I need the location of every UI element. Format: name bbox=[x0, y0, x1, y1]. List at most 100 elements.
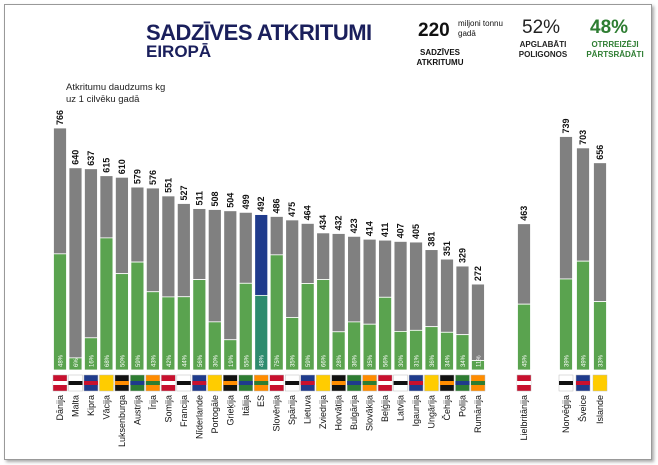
bar-recycled bbox=[331, 331, 346, 371]
bar-recycled bbox=[176, 296, 191, 371]
bar-landfill bbox=[130, 186, 145, 263]
category-label: Beļģija bbox=[380, 395, 390, 422]
value-label: 527 bbox=[179, 185, 189, 200]
value-label: 637 bbox=[86, 151, 96, 166]
flag-icon bbox=[362, 374, 377, 392]
bar-group: 766 48% Dānija bbox=[52, 110, 68, 421]
percent-label: 30% bbox=[213, 354, 219, 367]
value-label: 504 bbox=[225, 193, 235, 208]
category-label: Bulgārija bbox=[349, 395, 359, 430]
flag-icon bbox=[470, 374, 486, 392]
bar-group: 492 48% ES bbox=[253, 197, 269, 407]
flag-icon bbox=[253, 374, 269, 392]
bar-landfill bbox=[316, 232, 331, 280]
label-line1: APGLABĀTI bbox=[519, 40, 567, 49]
value-label: 411 bbox=[380, 223, 390, 238]
label-line1: SADZĪVES bbox=[419, 48, 460, 57]
percent-label: 43% bbox=[151, 354, 157, 367]
percent-label: 39% bbox=[565, 354, 571, 367]
bar-recycled bbox=[68, 357, 83, 371]
category-label: Luksenburga bbox=[117, 395, 127, 447]
flag-icon bbox=[455, 374, 470, 392]
stat-recycled-value: 48% bbox=[590, 17, 629, 38]
title: SADZĪVES ATKRITUMI bbox=[146, 20, 372, 45]
bar-group: 405 31% Igaunija bbox=[408, 224, 424, 427]
bar-landfill bbox=[68, 167, 83, 359]
subtitle: EIROPĀ bbox=[146, 42, 212, 61]
bar-group: 464 59% Lietuva bbox=[300, 205, 315, 424]
bar-group: 407 30% Latvija bbox=[393, 223, 408, 421]
bar-group: 414 35% Slovākija bbox=[362, 221, 377, 431]
percent-label: 68% bbox=[105, 354, 111, 367]
bar-landfill bbox=[238, 211, 253, 284]
category-label: Francija bbox=[179, 395, 189, 427]
bar-landfill bbox=[455, 265, 470, 336]
bar-group: 272 11% Rumānija bbox=[470, 266, 486, 433]
percent-label: 30% bbox=[399, 354, 405, 367]
bar-landfill bbox=[517, 223, 531, 305]
category-label: Igaunija bbox=[411, 395, 421, 427]
stat-total-unit: miljoni tonnu gadā bbox=[458, 19, 503, 39]
value-label: 499 bbox=[241, 194, 251, 209]
stat-landfill-value: 52% bbox=[522, 17, 561, 38]
category-label: Malta bbox=[70, 395, 80, 417]
value-label: 703 bbox=[578, 130, 588, 145]
flag-icon bbox=[377, 374, 393, 392]
percent-label: 6% bbox=[74, 358, 80, 367]
percent-label: 49% bbox=[582, 354, 588, 367]
bar-recycled bbox=[440, 331, 454, 371]
flag-icon bbox=[161, 374, 176, 392]
bar-group: 432 28% Horvātija bbox=[331, 215, 346, 431]
value-label: 492 bbox=[256, 197, 266, 212]
value-label: 610 bbox=[117, 159, 127, 174]
category-label: ES bbox=[256, 395, 266, 407]
flag-icon bbox=[68, 374, 83, 392]
flag-icon bbox=[558, 374, 574, 392]
value-label: 272 bbox=[473, 266, 483, 281]
bar-landfill bbox=[192, 208, 207, 280]
flag-icon bbox=[300, 374, 315, 392]
percent-label: 44% bbox=[182, 354, 188, 367]
value-label: 414 bbox=[365, 221, 375, 236]
percent-label: 33% bbox=[599, 354, 605, 367]
bar-landfill bbox=[254, 214, 269, 296]
bar-group: 637 16% Kipra bbox=[83, 151, 99, 416]
category-label: Latvija bbox=[396, 395, 406, 421]
percent-label: 56% bbox=[198, 354, 204, 367]
label-line1: OTRREIZĒJI bbox=[591, 40, 639, 49]
bar-landfill bbox=[207, 209, 222, 323]
bar-group: 329 34% Polija bbox=[455, 248, 470, 417]
unit-line2: gadā bbox=[458, 29, 476, 38]
value-label: 576 bbox=[148, 170, 158, 185]
stat-total-value: 220 bbox=[418, 20, 450, 41]
bar-recycled bbox=[455, 334, 470, 371]
category-label: Ungārija bbox=[427, 395, 437, 429]
stat-landfill-label: APGLABĀTI POLIGONOS bbox=[508, 40, 578, 60]
bar-recycled bbox=[347, 321, 362, 371]
category-label: Šveice bbox=[578, 395, 588, 422]
bar-recycled bbox=[409, 329, 423, 371]
value-label: 475 bbox=[287, 202, 297, 217]
percent-label: 50% bbox=[120, 354, 126, 367]
bar-landfill bbox=[409, 241, 423, 331]
value-label: 508 bbox=[210, 191, 220, 206]
percent-label: 28% bbox=[337, 354, 343, 367]
bar-group: 551 42% Somija bbox=[161, 178, 176, 423]
category-label: Lielbritānija bbox=[519, 395, 529, 441]
bar-recycled bbox=[316, 279, 331, 371]
bar-landfill bbox=[331, 233, 346, 333]
ylabel-line2: uz 1 cilvēku gadā bbox=[66, 94, 140, 105]
bar-group: 504 19% Grieķija bbox=[223, 193, 238, 426]
percent-label: 34% bbox=[461, 354, 467, 367]
ylabel-line1: Atkritumu daudzums kg bbox=[66, 82, 166, 93]
bar-landfill bbox=[378, 239, 392, 298]
bar-recycled bbox=[593, 301, 607, 371]
bar-group: 739 39% Norvēģija bbox=[558, 118, 574, 433]
bar-group: 475 35% Spānija bbox=[284, 202, 300, 425]
bar-group: 463 45% Lielbritānija bbox=[516, 206, 532, 441]
value-label: 511 bbox=[194, 191, 204, 206]
category-label: Spānija bbox=[287, 395, 297, 425]
bar-landfill bbox=[347, 235, 362, 323]
flag-icon bbox=[99, 374, 114, 392]
